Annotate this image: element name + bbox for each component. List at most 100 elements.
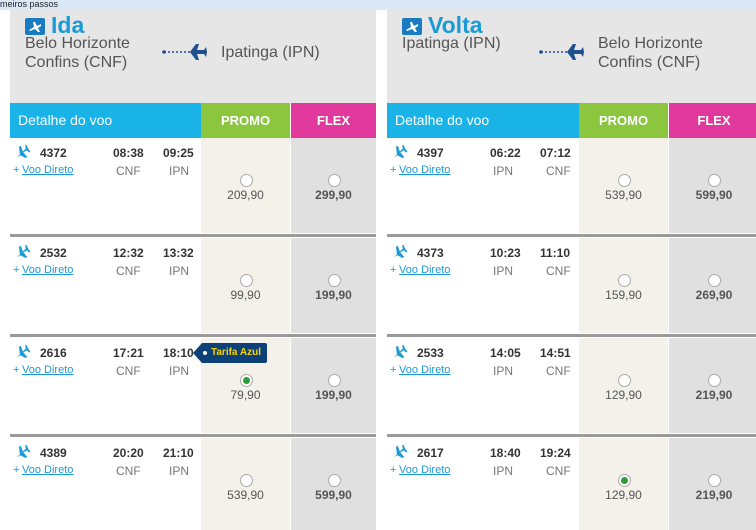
- link-prefix: +: [390, 164, 397, 176]
- radio[interactable]: [327, 174, 341, 187]
- radio[interactable]: [708, 274, 721, 287]
- title-icon-svg: [25, 18, 45, 35]
- radio[interactable]: [327, 374, 341, 387]
- radio[interactable]: [617, 374, 631, 387]
- link-prefix: +: [390, 464, 397, 476]
- link-prefix: +: [13, 464, 20, 476]
- direct-flight-link[interactable]: Voo Direto: [399, 464, 451, 476]
- departure-time: 17:21: [113, 346, 144, 360]
- flex-price: 299,90: [315, 188, 352, 202]
- route-arrow: [539, 42, 585, 67]
- from-code: IPN: [493, 364, 514, 378]
- detail-header: [387, 103, 579, 138]
- flight-icon: [390, 242, 410, 267]
- panel-title: Volta: [428, 12, 483, 38]
- badge-pointer: [193, 343, 202, 363]
- detail-cell: [387, 338, 579, 433]
- promo-header: PROMO: [579, 103, 668, 138]
- departure-time: 18:40: [490, 446, 521, 460]
- link-prefix: +: [13, 264, 20, 276]
- to-code: IPN: [169, 464, 190, 478]
- origin: Belo Horizonte: [25, 35, 130, 52]
- flex-price: 269,90: [695, 288, 733, 302]
- flight-icon: [13, 142, 33, 167]
- detail-cell: [10, 438, 201, 530]
- to-code: IPN: [169, 264, 190, 278]
- detail-cell: [10, 338, 201, 433]
- radio[interactable]: [708, 174, 721, 187]
- radio[interactable]: [327, 274, 341, 287]
- flex-price: 199,90: [315, 288, 352, 302]
- direct-flight-link[interactable]: Voo Direto: [22, 264, 74, 276]
- radio-dot: [620, 477, 628, 484]
- flight-number: 4373: [417, 246, 444, 260]
- radio[interactable]: [708, 474, 721, 487]
- origin: Ipatinga (IPN): [402, 35, 501, 52]
- destination: Confins (CNF): [598, 54, 701, 71]
- radio[interactable]: [239, 474, 253, 487]
- direct-flight-link[interactable]: Voo Direto: [399, 164, 451, 176]
- direct-flight-link[interactable]: Voo Direto: [22, 464, 74, 476]
- flight-number: 4389: [40, 446, 67, 460]
- detail-cell: [387, 138, 579, 233]
- flight-number: 4397: [417, 146, 444, 160]
- radio[interactable]: [239, 374, 253, 387]
- radio[interactable]: [617, 174, 631, 187]
- flex-price: 219,90: [695, 388, 733, 402]
- promo-price: 159,90: [605, 288, 642, 302]
- promo-header: PROMO: [201, 103, 290, 138]
- departure-time: 06:22: [490, 146, 521, 160]
- arrival-time: 07:12: [540, 146, 571, 160]
- detail-cell: [387, 238, 579, 333]
- radio[interactable]: [708, 374, 721, 387]
- flight-icon-svg: [16, 344, 31, 359]
- promo-price: 129,90: [605, 488, 642, 502]
- promo-price: 209,90: [227, 188, 264, 202]
- direct-flight-link[interactable]: Voo Direto: [399, 364, 451, 376]
- flight-icon: [13, 242, 33, 267]
- link-prefix: +: [13, 364, 20, 376]
- flight-icon: [13, 442, 33, 467]
- flight-icon-svg: [16, 144, 31, 159]
- radio[interactable]: [327, 474, 341, 487]
- row-separator: [387, 334, 756, 337]
- arrival-time: 13:32: [163, 246, 194, 260]
- promo-price: 129,90: [605, 388, 642, 402]
- link-prefix: +: [390, 264, 397, 276]
- from-code: IPN: [493, 464, 514, 478]
- promo-price: 79,90: [230, 388, 261, 402]
- from-code: CNF: [116, 364, 141, 378]
- link-prefix: +: [13, 164, 20, 176]
- detail-header: [10, 103, 201, 138]
- flex-price: 599,90: [695, 188, 733, 202]
- row-separator: [10, 434, 376, 437]
- route-arrow-svg: [539, 44, 584, 60]
- flight-icon-svg: [393, 444, 408, 459]
- detail-cell: [10, 138, 201, 233]
- to-code: IPN: [169, 364, 190, 378]
- title-icon: [25, 18, 47, 42]
- route-arrow-svg: [162, 44, 207, 60]
- direct-flight-link[interactable]: Voo Direto: [22, 364, 74, 376]
- flight-number: 2532: [40, 246, 67, 260]
- radio[interactable]: [239, 174, 253, 187]
- flight-number: 2616: [40, 346, 67, 360]
- flight-number: 2533: [417, 346, 444, 360]
- arrival-time: 18:10: [163, 346, 194, 360]
- badge: Tarifa Azul: [201, 343, 268, 363]
- flight-icon: [390, 342, 410, 367]
- detail-header-text: Detalhe do voo: [395, 112, 490, 128]
- departure-time: 10:23: [490, 246, 521, 260]
- radio[interactable]: [617, 274, 631, 287]
- flex-price: 599,90: [315, 488, 352, 502]
- to-code: CNF: [546, 364, 571, 378]
- row-separator: [387, 234, 756, 237]
- departure-time: 20:20: [113, 446, 144, 460]
- direct-flight-link[interactable]: Voo Direto: [399, 264, 451, 276]
- radio[interactable]: [239, 274, 253, 287]
- radio[interactable]: [617, 474, 631, 487]
- detail-header-text: Detalhe do voo: [18, 112, 113, 128]
- direct-flight-link[interactable]: Voo Direto: [22, 164, 74, 176]
- panel-title: Ida: [51, 12, 85, 38]
